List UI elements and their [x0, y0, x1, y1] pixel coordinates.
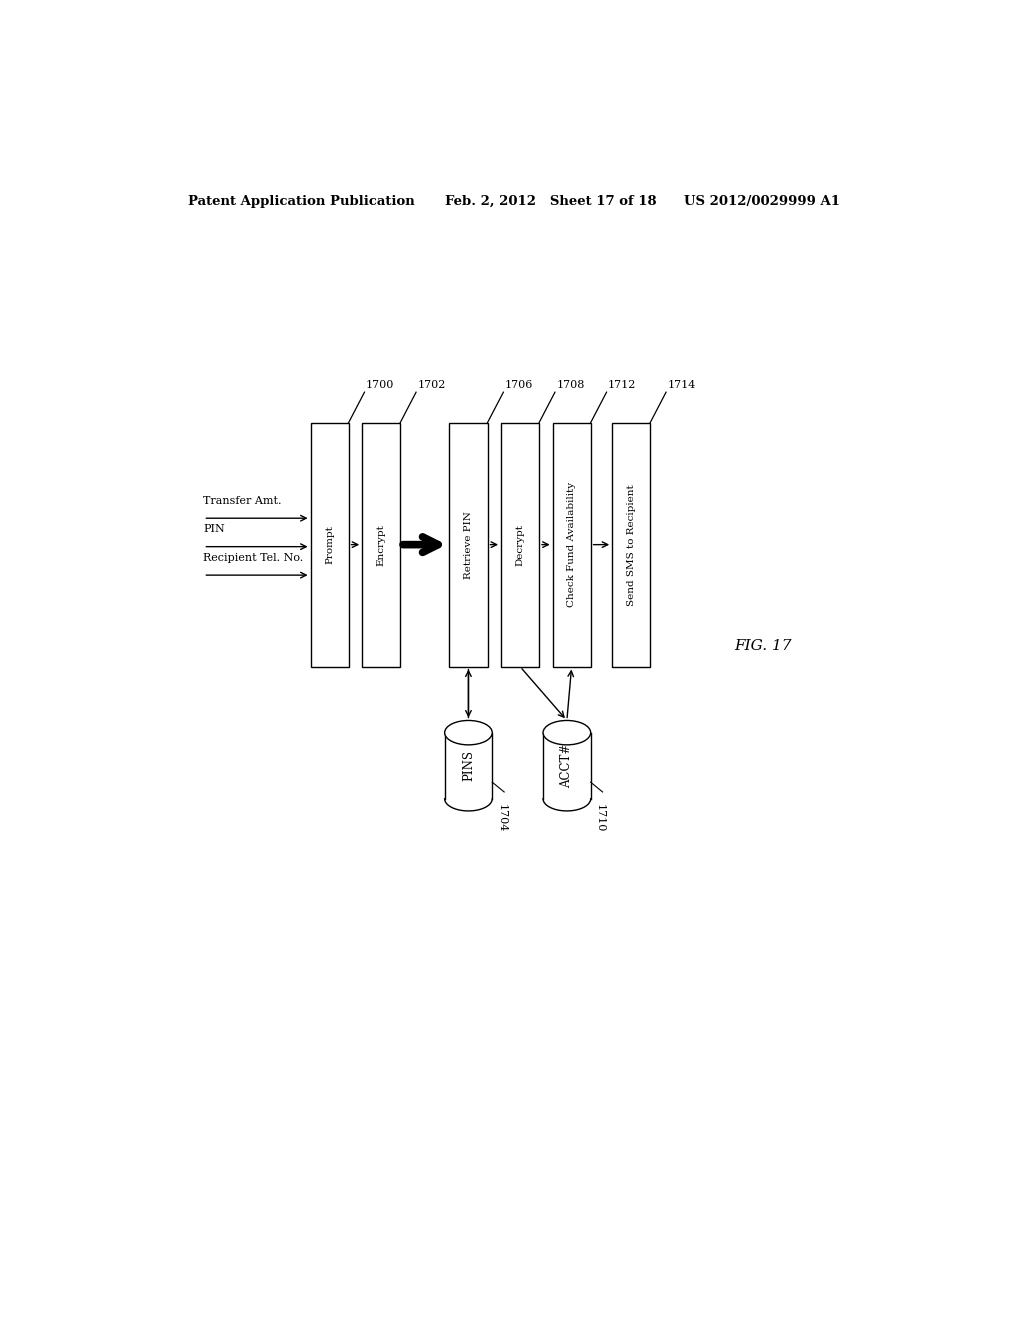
Text: Recipient Tel. No.: Recipient Tel. No. — [204, 553, 304, 562]
Bar — [444, 733, 493, 799]
Text: Send SMS to Recipient: Send SMS to Recipient — [627, 483, 636, 606]
Text: Encrypt: Encrypt — [377, 524, 386, 565]
Text: Transfer Amt.: Transfer Amt. — [204, 496, 282, 506]
Bar — [501, 422, 539, 667]
Text: 1700: 1700 — [367, 380, 394, 391]
Text: US 2012/0029999 A1: US 2012/0029999 A1 — [684, 194, 840, 207]
Text: FIG. 17: FIG. 17 — [734, 639, 792, 653]
Text: 1714: 1714 — [668, 380, 696, 391]
Text: Patent Application Publication: Patent Application Publication — [187, 194, 415, 207]
Bar — [362, 422, 400, 667]
Text: 1710: 1710 — [595, 804, 604, 832]
Ellipse shape — [543, 721, 591, 744]
Text: ACCT#: ACCT# — [560, 743, 573, 788]
Text: PINS: PINS — [462, 750, 475, 781]
Text: 1706: 1706 — [505, 380, 534, 391]
Bar — [553, 422, 591, 667]
Text: Decrypt: Decrypt — [515, 524, 524, 566]
Text: 1712: 1712 — [608, 380, 637, 391]
Bar — [450, 422, 487, 667]
Text: Prompt: Prompt — [325, 525, 334, 564]
Bar — [612, 422, 650, 667]
Text: 1704: 1704 — [497, 804, 506, 832]
Text: Feb. 2, 2012   Sheet 17 of 18: Feb. 2, 2012 Sheet 17 of 18 — [445, 194, 657, 207]
Bar — [543, 733, 591, 799]
Text: 1702: 1702 — [418, 380, 446, 391]
Ellipse shape — [444, 721, 493, 744]
Text: Check Fund Availability: Check Fund Availability — [567, 482, 577, 607]
Text: PIN: PIN — [204, 524, 225, 535]
Bar — [310, 422, 348, 667]
Text: Retrieve PIN: Retrieve PIN — [464, 511, 473, 578]
Text: 1708: 1708 — [557, 380, 585, 391]
